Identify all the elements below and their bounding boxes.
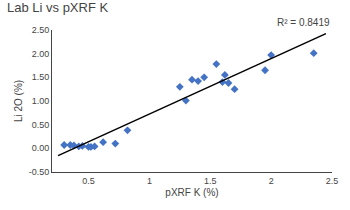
svg-text:2: 2 [269,176,274,186]
svg-text:Lab Li vs pXRF K: Lab Li vs pXRF K [7,0,108,15]
svg-text:pXRF K (%): pXRF K (%) [165,187,218,198]
svg-text:R² = 0.8419: R² = 0.8419 [277,17,330,28]
svg-text:2.5: 2.5 [326,176,339,186]
svg-text:2.50: 2.50 [32,25,50,35]
svg-text:1.50: 1.50 [32,72,50,82]
svg-text:-0.50: -0.50 [29,167,50,177]
svg-text:1: 1 [147,176,152,186]
svg-text:1.5: 1.5 [204,176,217,186]
svg-text:0.50: 0.50 [32,120,50,130]
svg-text:0.5: 0.5 [82,176,95,186]
svg-text:1.00: 1.00 [32,96,50,106]
svg-text:2.00: 2.00 [32,49,50,59]
svg-text:0.00: 0.00 [32,143,50,153]
svg-text:Li 2O (%): Li 2O (%) [13,80,24,122]
